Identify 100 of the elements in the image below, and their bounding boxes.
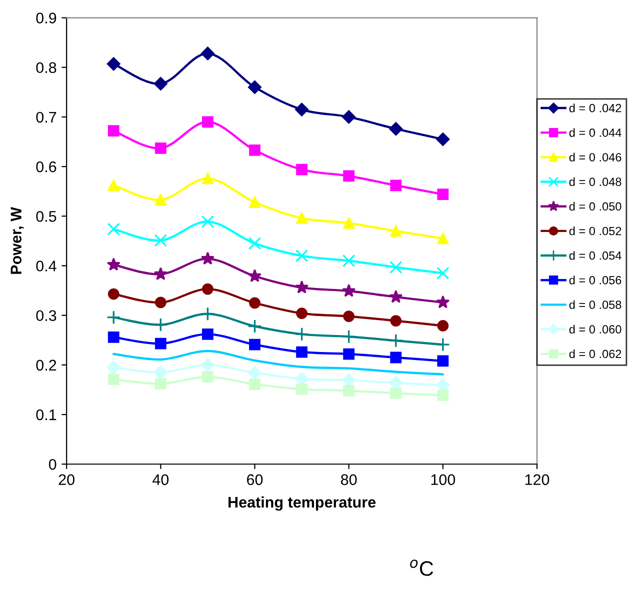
y-tick-label: 0.7 (36, 112, 56, 123)
point (108, 125, 120, 137)
point (249, 144, 260, 156)
point (108, 374, 120, 386)
x-tick-label: 20 (58, 474, 74, 486)
point (108, 331, 120, 343)
text: $^{o}$C (410, 560, 434, 576)
legend-label: d = 0 .062 (569, 349, 622, 358)
point (342, 110, 356, 124)
point (154, 142, 166, 154)
point (389, 290, 403, 303)
y-tick-label: 0 (48, 458, 56, 470)
y-tick-label: 0.4 (36, 260, 56, 272)
point (389, 260, 402, 274)
line-series (112, 350, 444, 376)
point (343, 217, 355, 229)
point (343, 170, 355, 182)
point (343, 310, 355, 322)
y-axis-title: Power, W (10, 207, 24, 274)
legend-label: d = 0 .060 (569, 324, 622, 334)
point (248, 80, 262, 94)
point (202, 328, 214, 340)
x-tick-label: 120 (525, 474, 550, 486)
point (296, 212, 308, 224)
point (154, 296, 166, 308)
point (249, 196, 260, 208)
point (200, 306, 215, 321)
point (200, 46, 214, 60)
point (248, 269, 262, 282)
point (388, 334, 403, 348)
point (154, 76, 168, 90)
x-axis-title: Heating temperature (228, 496, 376, 511)
point (154, 366, 168, 380)
legend-label: d = 0 .056 (569, 276, 622, 284)
point (249, 297, 260, 309)
point (200, 358, 214, 372)
legend-label: d = 0 .054 (569, 251, 622, 260)
x-tick-label: 60 (247, 474, 263, 486)
point (295, 102, 309, 116)
point (436, 338, 450, 352)
point (437, 188, 449, 200)
point (154, 338, 166, 350)
point (342, 330, 356, 344)
point (342, 284, 356, 297)
y-tick-label: 0.3 (36, 310, 56, 322)
point (200, 252, 214, 265)
y-tick-label: 0.5 (36, 211, 56, 222)
point (296, 164, 308, 176)
point (294, 327, 309, 342)
point (154, 234, 168, 247)
legend-label: d = 0 .048 (569, 177, 622, 186)
legend-label: d = 0 .044 (569, 128, 622, 137)
point (106, 360, 120, 374)
legend-label: d = 0 .058 (569, 300, 622, 309)
point (296, 308, 308, 320)
y-tick-label: 0.8 (36, 62, 56, 74)
point (248, 366, 262, 380)
point (436, 295, 450, 308)
point (390, 352, 402, 364)
point (154, 318, 168, 332)
point (437, 320, 449, 332)
point (295, 280, 309, 294)
point (342, 254, 356, 268)
point (248, 319, 262, 334)
legend-label: d = 0 .046 (569, 152, 622, 162)
point (107, 222, 120, 236)
point (154, 194, 166, 206)
point (248, 237, 262, 250)
point (154, 378, 166, 390)
point (202, 172, 214, 184)
point (390, 225, 402, 237)
y-tick-label: 0.6 (36, 161, 56, 172)
legend-label: d = 0 .050 (569, 202, 622, 211)
legend-label: d = 0 .052 (569, 226, 622, 236)
point (202, 116, 214, 128)
point (390, 388, 402, 399)
point (201, 215, 214, 228)
point (202, 371, 214, 383)
point (436, 266, 450, 280)
point (202, 283, 214, 295)
point (390, 315, 402, 326)
point (343, 348, 355, 360)
x-tick-label: 40 (152, 474, 169, 486)
point (343, 385, 355, 396)
point (154, 267, 168, 280)
point (108, 288, 120, 300)
y-tick-label: 0.2 (36, 360, 56, 371)
point (108, 180, 120, 192)
point (437, 355, 449, 367)
y-tick-label: 0.9 (36, 12, 56, 24)
point (390, 180, 402, 192)
point (106, 310, 121, 324)
point (437, 232, 449, 244)
point (437, 389, 449, 401)
point (389, 122, 403, 136)
legend-label: d = 0 .042 (569, 104, 622, 112)
point (296, 384, 308, 395)
y-tick-label: 0.1 (36, 409, 56, 420)
x-tick-label: 80 (340, 474, 357, 486)
point (106, 258, 120, 271)
